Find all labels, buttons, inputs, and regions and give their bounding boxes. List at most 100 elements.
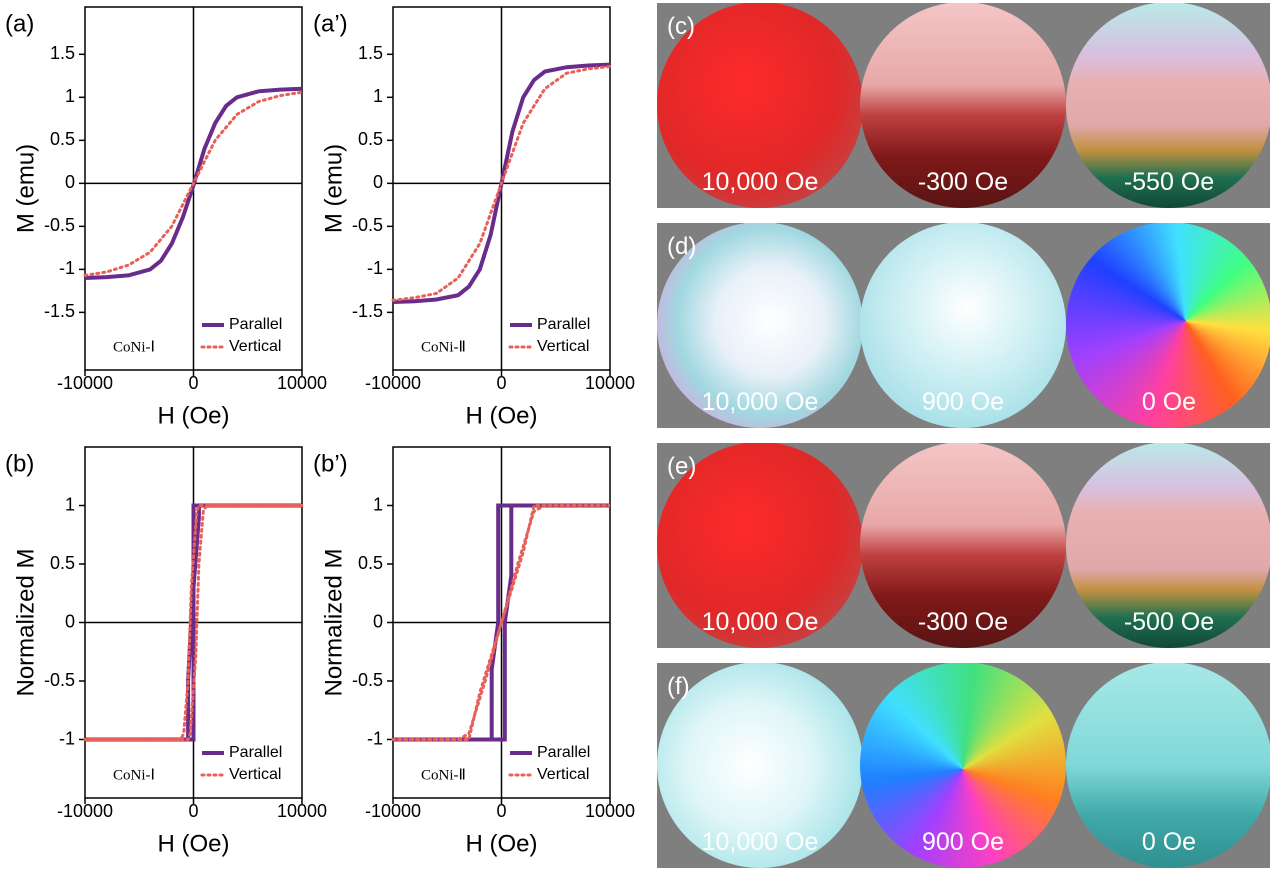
y-tick-label: 0.5 bbox=[50, 129, 75, 149]
y-tick-label: 0 bbox=[373, 611, 383, 631]
x-axis-label: H (Oe) bbox=[158, 830, 230, 857]
spin-sphere bbox=[657, 223, 863, 428]
field-label: 10,000 Oe bbox=[701, 388, 819, 416]
x-tick-label: 0 bbox=[188, 373, 198, 393]
y-tick-label: -0.5 bbox=[352, 215, 383, 235]
spin-sphere bbox=[1066, 3, 1270, 208]
y-tick-label: 0 bbox=[65, 172, 75, 192]
spin-sphere bbox=[1066, 223, 1270, 428]
spin-sphere bbox=[860, 663, 1066, 868]
field-label: -500 Oe bbox=[1123, 608, 1215, 636]
field-label: 10,000 Oe bbox=[701, 168, 819, 196]
panel-label: (d) bbox=[667, 233, 697, 260]
field-label: 10,000 Oe bbox=[701, 828, 819, 856]
field-label: 10,000 Oe bbox=[701, 608, 819, 636]
x-tick-label: -10000 bbox=[57, 373, 113, 393]
panel-label: (a) bbox=[5, 10, 34, 37]
y-tick-label: 1 bbox=[373, 86, 383, 106]
panel-label: (b) bbox=[5, 450, 34, 477]
panel-label: (f) bbox=[667, 673, 690, 700]
field-label: 900 Oe bbox=[921, 828, 1004, 856]
x-tick-label: -10000 bbox=[365, 373, 421, 393]
x-axis-label: H (Oe) bbox=[466, 402, 538, 429]
y-tick-label: -0.5 bbox=[44, 215, 75, 235]
field-label: 0 Oe bbox=[1141, 388, 1197, 416]
x-tick-label: -10000 bbox=[365, 801, 421, 821]
x-tick-label: 10000 bbox=[585, 373, 635, 393]
panel-label: (b’) bbox=[313, 450, 348, 477]
legend-label: Vertical bbox=[229, 338, 281, 355]
y-axis-label: M (emu) bbox=[320, 144, 347, 233]
x-tick-label: 10000 bbox=[277, 373, 327, 393]
y-tick-label: 1.5 bbox=[50, 43, 75, 63]
y-tick-label: 0 bbox=[65, 611, 75, 631]
x-tick-label: 0 bbox=[188, 801, 198, 821]
field-label: -300 Oe bbox=[917, 168, 1009, 196]
x-axis-label: H (Oe) bbox=[158, 402, 230, 429]
spin-sphere bbox=[1066, 663, 1270, 868]
series-line bbox=[391, 504, 610, 741]
panel-label: (e) bbox=[667, 453, 697, 480]
field-label: 900 Oe bbox=[921, 388, 1004, 416]
y-tick-label: 1 bbox=[65, 494, 75, 514]
spin-sphere bbox=[1066, 443, 1270, 648]
field-label: -300 Oe bbox=[917, 608, 1009, 636]
simulation-panel: 10,000 Oe -300 Oe -550 Oe (c) bbox=[657, 3, 1270, 208]
series-line bbox=[83, 90, 304, 277]
y-tick-label: -1 bbox=[367, 258, 383, 278]
legend-label: Vertical bbox=[229, 766, 281, 783]
spin-sphere bbox=[657, 663, 863, 868]
field-label: 0 Oe bbox=[1141, 828, 1197, 856]
y-tick-label: -0.5 bbox=[352, 670, 383, 690]
sample-label: CoNi-Ⅱ bbox=[421, 767, 466, 783]
panel-label: (a’) bbox=[313, 10, 348, 37]
series-line bbox=[83, 504, 302, 741]
series-line bbox=[85, 503, 302, 742]
simulation-panel: 10,000 Oe -300 Oe -500 Oe (e) bbox=[657, 443, 1270, 648]
y-tick-label: 1.5 bbox=[358, 43, 383, 63]
y-tick-label: 0.5 bbox=[358, 553, 383, 573]
legend-label: Parallel bbox=[537, 744, 590, 761]
spin-sphere bbox=[657, 443, 863, 648]
x-tick-label: 10000 bbox=[277, 801, 327, 821]
x-tick-label: -10000 bbox=[57, 801, 113, 821]
simulation-panel: 10,000 Oe 900 Oe 0 Oe (d) bbox=[657, 223, 1270, 428]
spin-sphere bbox=[860, 443, 1066, 648]
y-tick-label: 0 bbox=[373, 172, 383, 192]
simulation-panel: 10,000 Oe 900 Oe 0 Oe (f) bbox=[657, 663, 1270, 868]
y-axis-label: Normalized M bbox=[320, 548, 347, 696]
legend-label: Vertical bbox=[537, 766, 589, 783]
legend-label: Parallel bbox=[229, 744, 282, 761]
y-tick-label: 1 bbox=[373, 494, 383, 514]
spin-sphere bbox=[860, 223, 1066, 428]
y-tick-label: -1 bbox=[59, 728, 75, 748]
x-axis-label: H (Oe) bbox=[466, 830, 538, 857]
x-tick-label: 10000 bbox=[585, 801, 635, 821]
y-tick-label: -1 bbox=[59, 258, 75, 278]
y-tick-label: 0.5 bbox=[358, 129, 383, 149]
sample-label: CoNi-Ⅱ bbox=[421, 339, 466, 355]
y-tick-label: -0.5 bbox=[44, 670, 75, 690]
sample-label: CoNi-Ⅰ bbox=[113, 767, 155, 783]
y-tick-label: 1 bbox=[65, 86, 75, 106]
y-tick-label: 0.5 bbox=[50, 553, 75, 573]
legend-label: Vertical bbox=[537, 338, 589, 355]
x-tick-label: 0 bbox=[496, 373, 506, 393]
y-tick-label: -1.5 bbox=[44, 301, 75, 321]
sample-label: CoNi-Ⅰ bbox=[113, 339, 155, 355]
spin-sphere bbox=[657, 3, 863, 208]
y-axis-label: M (emu) bbox=[12, 144, 39, 233]
panel-label: (c) bbox=[667, 13, 695, 40]
legend-label: Parallel bbox=[537, 316, 590, 333]
y-axis-label: Normalized M bbox=[12, 548, 39, 696]
x-tick-label: 0 bbox=[496, 801, 506, 821]
series-line bbox=[391, 64, 612, 302]
spin-sphere bbox=[860, 3, 1066, 208]
y-tick-label: -1 bbox=[367, 728, 383, 748]
field-label: -550 Oe bbox=[1123, 168, 1215, 196]
y-tick-label: -1.5 bbox=[352, 301, 383, 321]
series-line bbox=[393, 503, 610, 742]
legend-label: Parallel bbox=[229, 316, 282, 333]
